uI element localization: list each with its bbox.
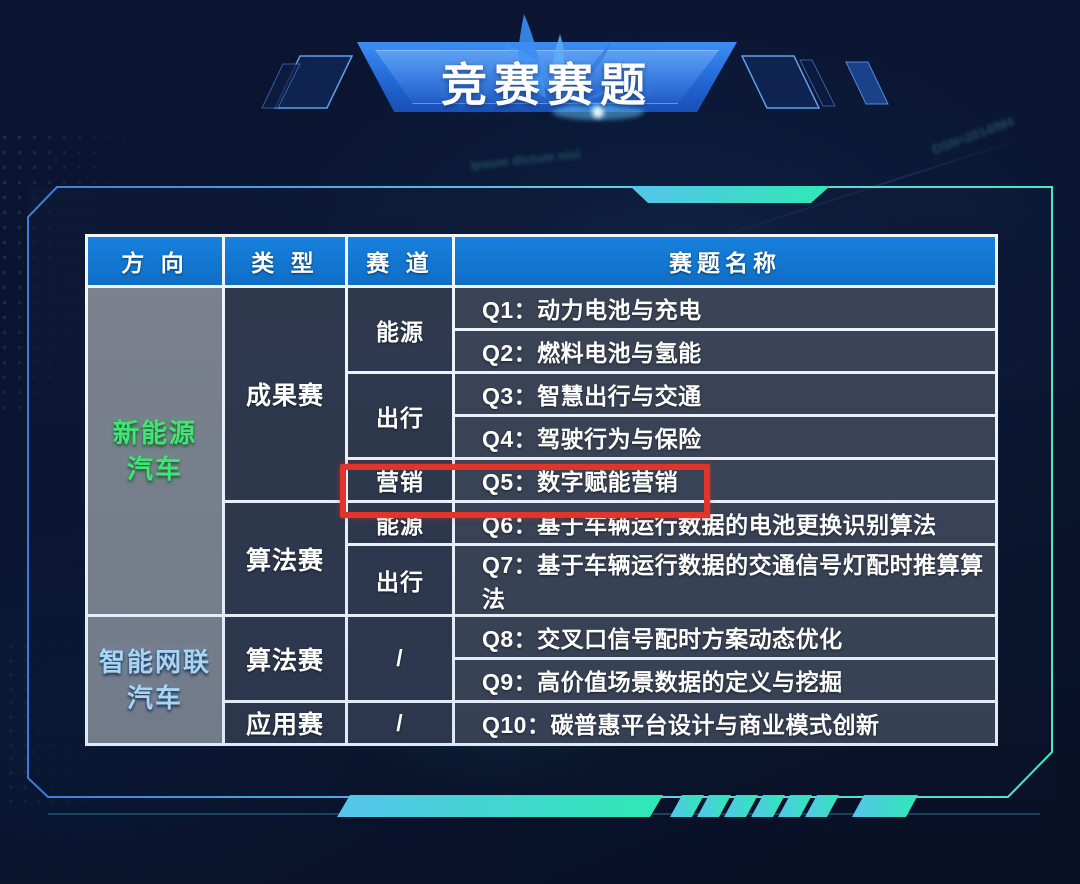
direction-label-line: 汽车 [126, 454, 183, 484]
direction-label-line: 新能源 [112, 417, 197, 448]
topics-table: 方 向 类 型 赛 道 赛题名称 新能源 汽车 智能网联 汽车 成果赛 算法赛 … [85, 234, 998, 746]
direction-label-line: 汽车 [126, 683, 183, 713]
track-cell: 能源 [348, 288, 452, 371]
header-type: 类 型 [225, 237, 345, 285]
bottom-bar-wide-segment [852, 795, 918, 817]
bottom-bar-long-segment [337, 795, 663, 817]
banner-shape [357, 42, 737, 112]
sparkle-petal [551, 34, 565, 98]
type-cell: 成果赛 [225, 288, 345, 500]
topic-row-q7: Q7：基于车辆运行数据的交通信号灯配时推算算法 [455, 546, 995, 614]
track-cell: 出行 [348, 374, 452, 457]
topic-row-q3: Q3：智慧出行与交通 [455, 374, 995, 414]
bottom-bar-segment [697, 795, 731, 817]
topic-row-q8: Q8：交叉口信号配时方案动态优化 [455, 617, 995, 657]
bottom-bar-segment [724, 795, 758, 817]
track-cell: / [348, 703, 452, 743]
bottom-bar-segment [778, 795, 812, 817]
topic-row-q10: Q10：碳普惠平台设计与商业模式创新 [455, 703, 995, 743]
header-direction: 方 向 [88, 237, 222, 285]
track-cell: 出行 [348, 546, 452, 614]
direction-cell-intelligent-connected-vehicle: 智能网联 汽车 [88, 617, 222, 743]
q5-highlight-box [340, 464, 710, 518]
sparkle-core [592, 106, 604, 118]
sparkle-petal [518, 14, 546, 98]
direction-cell-new-energy-vehicle: 新能源 汽车 [88, 288, 222, 614]
sparkle-petal-translucent [505, 44, 588, 106]
type-cell: 算法赛 [225, 617, 345, 700]
track-cell: / [348, 617, 452, 700]
bottom-bar-segment [670, 795, 704, 817]
banner-inner-shape [375, 50, 719, 104]
bottom-bar-segment [751, 795, 785, 817]
bottom-bar-segment [805, 795, 839, 817]
type-cell: 应用赛 [225, 703, 345, 743]
topic-row-q9: Q9：高价值场景数据的定义与挖掘 [455, 660, 995, 700]
topic-row-q4: Q4：驾驶行为与保险 [455, 417, 995, 457]
header-topic-name: 赛题名称 [455, 237, 995, 285]
direction-label-line: 智能网联 [98, 646, 211, 677]
banner-sparkle [505, 14, 648, 120]
type-cell: 算法赛 [225, 503, 345, 614]
title-banner: 竞赛赛题 [0, 0, 1080, 130]
background-texture-text: ipsum dictum nisl [469, 146, 581, 173]
header-track: 赛 道 [348, 237, 452, 285]
topic-row-q1: Q1：动力电池与充电 [455, 288, 995, 328]
page-title: 竞赛赛题 [441, 59, 653, 111]
topic-row-q2: Q2：燃料电池与氢能 [455, 331, 995, 371]
